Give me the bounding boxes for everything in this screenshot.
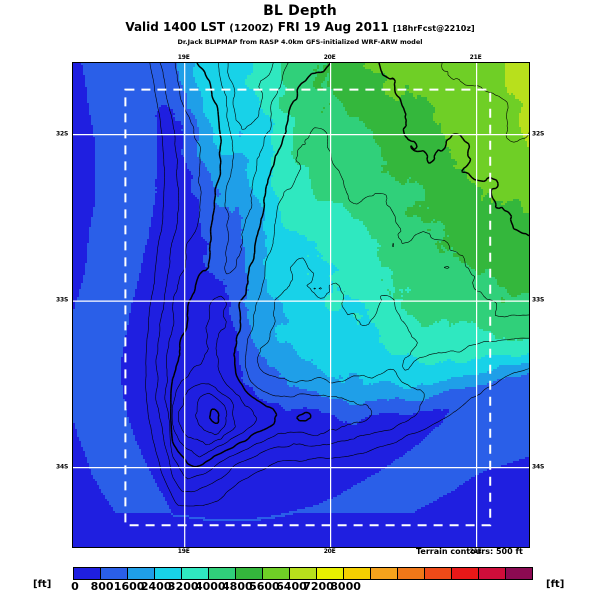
axis-tick-lon-bottom-20E: 20E <box>323 548 336 555</box>
forecast-tag: [18hrFcst@2210z] <box>392 24 475 33</box>
valid-local-time: Valid 1400 LST <box>125 20 226 34</box>
colorbar-unit-right: [ft] <box>546 579 565 590</box>
colorbar-label-0: 0 <box>71 580 79 593</box>
colorbar-label-7200: 7200 <box>303 580 334 593</box>
colorbar-label-2400: 2400 <box>140 580 172 593</box>
colorbar-label-800: 800 <box>90 580 114 593</box>
colorbar-tick-labels: 0 800 1600 2400 3200 4000 4800 5600 6400 7200 8000 <box>0 580 600 596</box>
colorbar-swatch-5 <box>209 568 236 579</box>
colorbar-swatch-8 <box>290 568 317 579</box>
title-block: BL Depth Valid 1400 LST (1200Z) FRI 19 A… <box>0 4 600 47</box>
colorbar-label-4800: 4800 <box>222 580 253 593</box>
colorbar-swatch-10 <box>344 568 371 579</box>
axis-tick-lon-19E: 19E <box>177 54 190 61</box>
colorbar-swatch-6 <box>236 568 263 579</box>
colorbar-swatch-4 <box>182 568 209 579</box>
colorbar-swatch-3 <box>155 568 182 579</box>
terrain-contour-4000ft <box>210 409 219 423</box>
axis-tick-lat-32S: 32S <box>56 130 69 138</box>
colorbar-unit-left: [ft] <box>33 579 52 590</box>
colorbar-label-5600: 5600 <box>249 580 280 593</box>
map-plot-area[interactable] <box>72 62 530 548</box>
page-title: BL Depth <box>263 3 337 19</box>
axis-tick-lon-21E: 21E <box>469 54 482 61</box>
inner-domain-boundary <box>124 88 492 527</box>
axis-tick-lat-33S: 33S <box>56 296 69 304</box>
bl-depth-heatmap <box>73 63 529 547</box>
axis-tick-lon-bottom-21E: 21E <box>469 548 482 555</box>
axis-tick-lat-right-32S: 32S <box>532 130 545 138</box>
axis-tick-lat-34S: 34S <box>56 463 69 471</box>
lat-lon-gridlines <box>73 63 529 547</box>
colorbar-swatch-1 <box>101 568 128 579</box>
colorbar-label-3200: 3200 <box>167 580 199 593</box>
colorbar-swatch-0 <box>74 568 101 579</box>
colorbar-swatch-9 <box>317 568 344 579</box>
colorbar-swatch-15 <box>479 568 506 579</box>
colorbar-label-8000: 8000 <box>330 580 361 593</box>
axis-tick-lon-bottom-19E: 19E <box>177 548 190 555</box>
axis-tick-lon-20E: 20E <box>323 54 336 61</box>
colorbar-swatch-13 <box>425 568 452 579</box>
colorbar-label-6400: 6400 <box>276 580 307 593</box>
colorbar-swatch-14 <box>452 568 479 579</box>
colorbar-label-1600: 1600 <box>113 580 145 593</box>
colorbar-swatch-11 <box>371 568 398 579</box>
colorbar-label-4000: 4000 <box>194 580 226 593</box>
colorbar[interactable] <box>73 567 533 580</box>
terrain-contour-3000ft <box>179 63 274 445</box>
colorbar-swatch-16 <box>506 568 532 579</box>
colorbar-swatch-2 <box>128 568 155 579</box>
axis-tick-lat-right-34S: 34S <box>532 463 545 471</box>
terrain-contour-overlay <box>73 63 529 547</box>
axis-tick-lat-right-33S: 33S <box>532 296 545 304</box>
terrain-contour-2000ft <box>171 63 529 467</box>
colorbar-swatch-7 <box>263 568 290 579</box>
valid-date: FRI 19 Aug 2011 <box>277 20 389 34</box>
terrain-contour-note: Terrain contours: 500 ft <box>416 547 523 556</box>
model-source-line: Dr.Jack BLIPMAP from RASP 4.0km GFS-init… <box>177 38 423 46</box>
colorbar-swatch-12 <box>398 568 425 579</box>
valid-time-line: Valid 1400 LST (1200Z) FRI 19 Aug 2011 [… <box>0 20 600 36</box>
valid-utc-time: (1200Z) <box>229 23 274 34</box>
terrain-contour-3500ft <box>196 393 227 435</box>
terrain-contour-1000ft <box>156 63 529 492</box>
